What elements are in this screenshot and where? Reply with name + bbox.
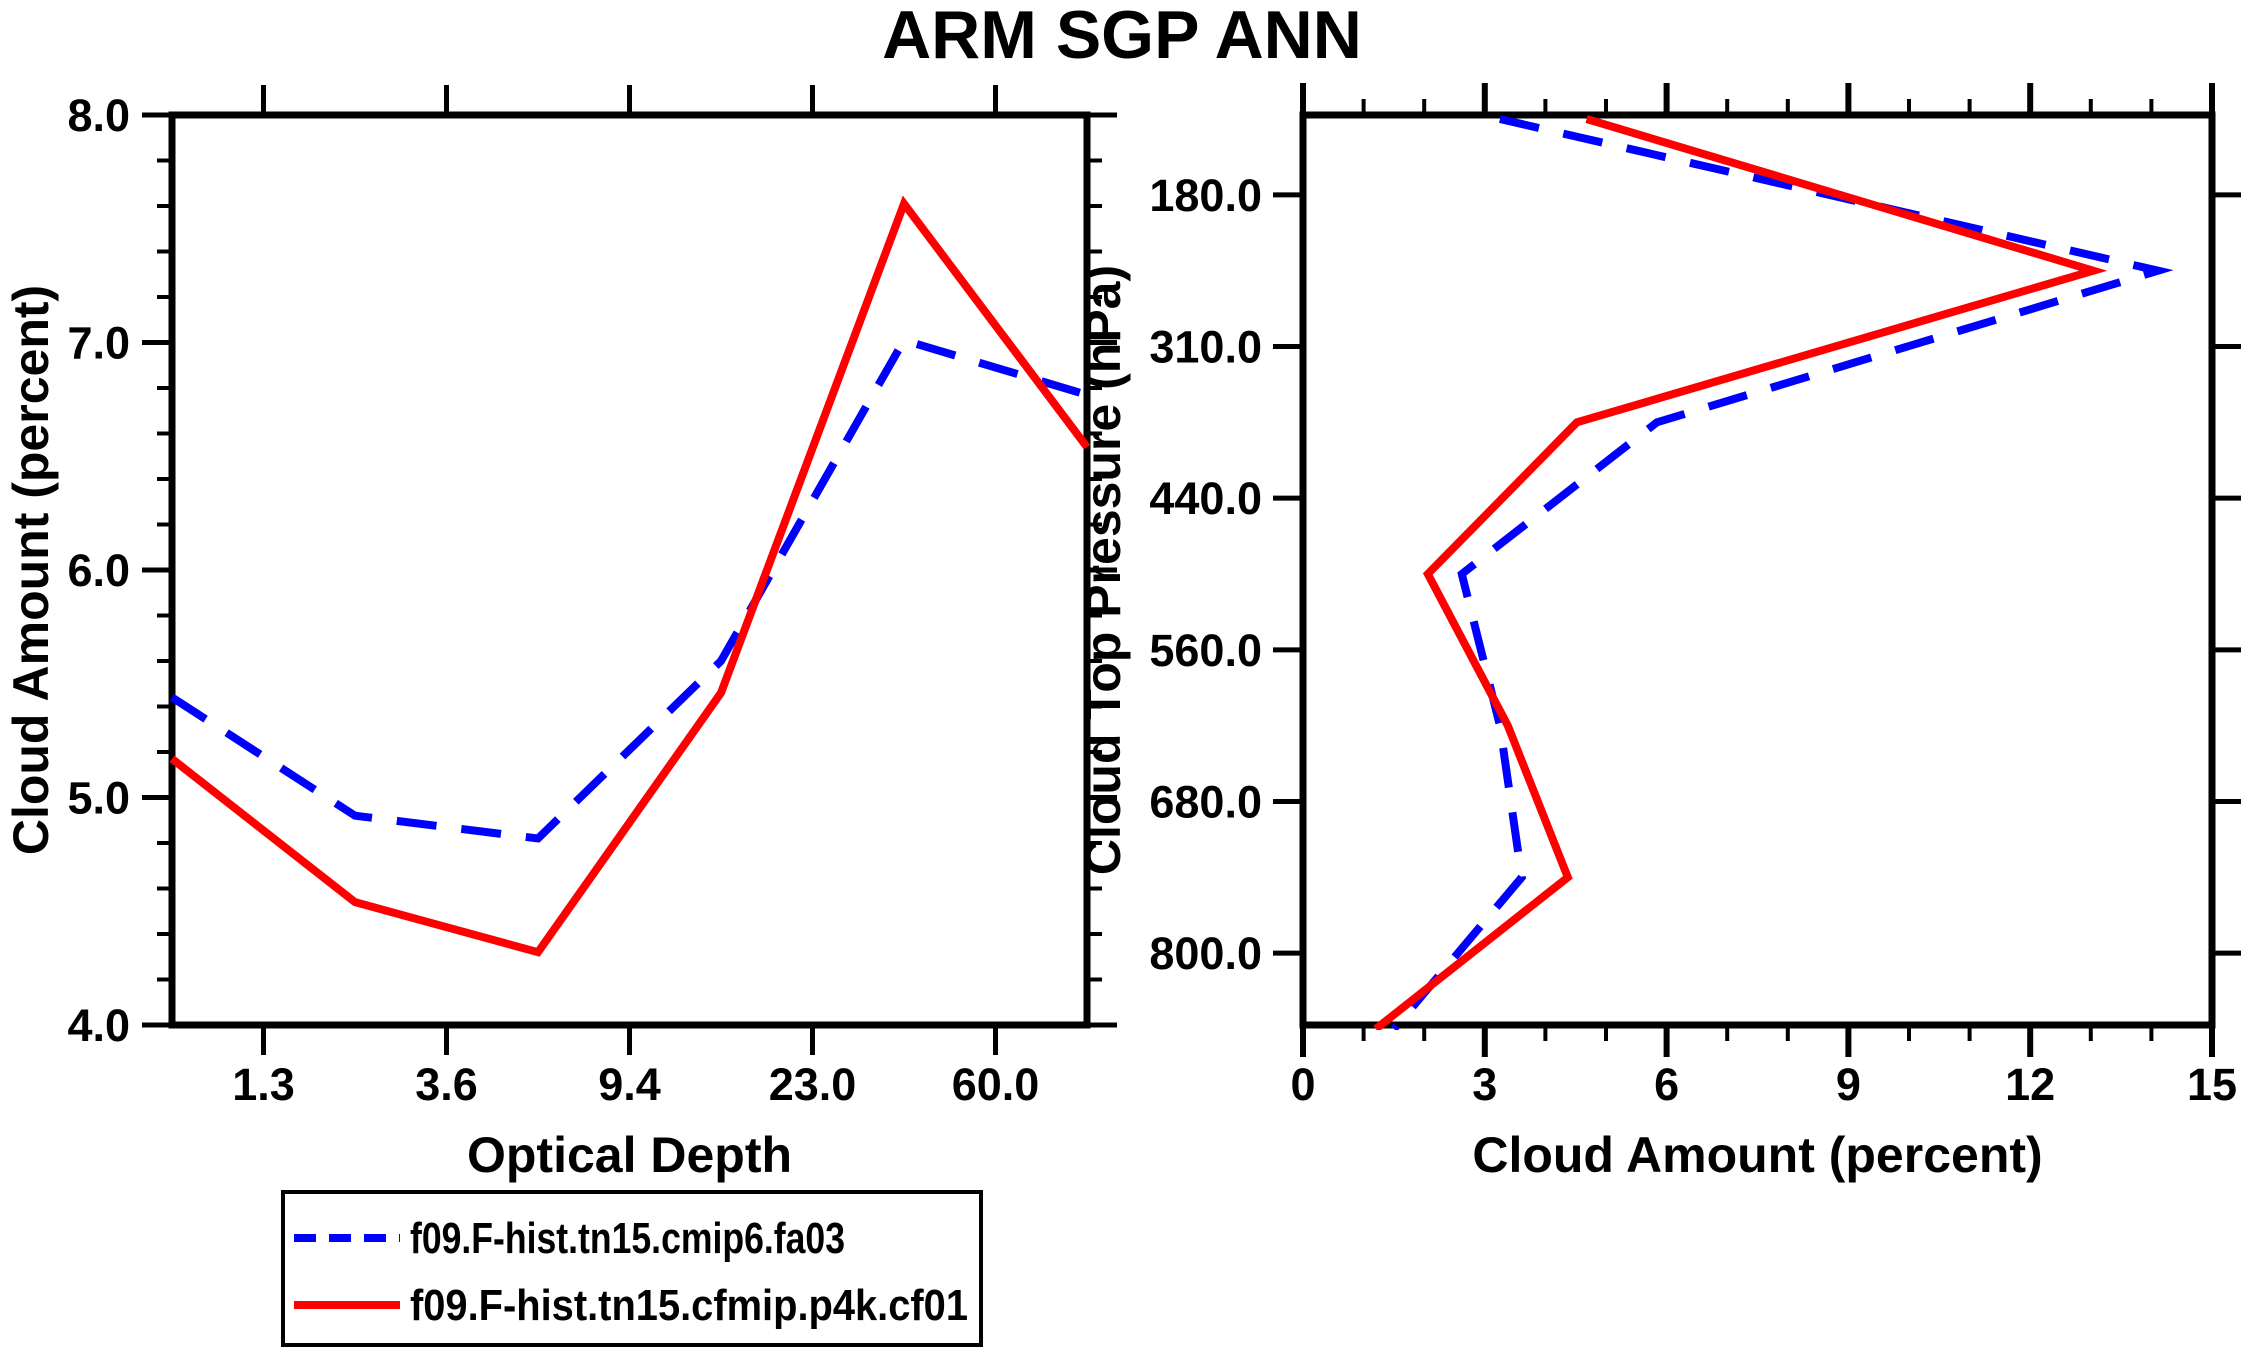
left-y-tick-label: 8.0 <box>67 90 130 141</box>
left-y-axis-title: Cloud Amount (percent) <box>3 285 59 855</box>
right-y-tick-label: 310.0 <box>1149 322 1262 373</box>
left-y-tick-label: 5.0 <box>67 773 130 824</box>
left-plot-box <box>168 111 1091 1029</box>
legend-label-series2: f09.F-hist.tn15.cfmip.p4k.cf01 <box>410 1281 968 1330</box>
right-x-tick-label: 9 <box>1836 1059 1861 1110</box>
right-x-tick-label: 6 <box>1654 1059 1679 1110</box>
right-plot-box <box>1299 111 2216 1029</box>
left-y-tick-label: 7.0 <box>67 318 130 369</box>
right-y-tick-label: 800.0 <box>1149 928 1262 979</box>
right-x-axis-title: Cloud Amount (percent) <box>1472 1127 2042 1183</box>
legend: f09.F-hist.tn15.cmip6.fa03 f09.F-hist.tn… <box>281 1190 983 1347</box>
series-line-dashed <box>169 335 1089 843</box>
left-x-tick-label: 1.3 <box>232 1059 295 1110</box>
left-y-tick-label: 6.0 <box>67 545 130 596</box>
chart-title: ARM SGP ANN <box>882 0 1362 73</box>
series-line-solid <box>169 195 1091 957</box>
left-series <box>169 195 1091 957</box>
left-x-tick-label: 23.0 <box>769 1059 857 1110</box>
left-axes: 8.0 7.0 6.0 5.0 4.0 1.3 3.6 9.4 23.0 60.0 <box>67 85 1117 1110</box>
left-x-tick-label: 9.4 <box>598 1059 661 1110</box>
right-y-tick-label: 440.0 <box>1149 473 1262 524</box>
right-y-tick-label: 560.0 <box>1149 625 1262 676</box>
left-x-axis-title: Optical Depth <box>467 1127 792 1183</box>
left-y-tick-label: 4.0 <box>67 1000 130 1051</box>
right-x-tick-label: 0 <box>1290 1059 1315 1110</box>
left-panel: 8.0 7.0 6.0 5.0 4.0 1.3 3.6 9.4 23.0 60.0 Optical… <box>3 85 1117 1183</box>
right-panel: 0 3 6 9 12 15 180.0 310.0 440.0 560.0 680.0 800.0 C… <box>1075 83 2241 1183</box>
left-x-tick-label: 60.0 <box>952 1059 1040 1110</box>
legend-label-series1: f09.F-hist.tn15.cmip6.fa03 <box>410 1214 845 1263</box>
series-line-solid <box>1373 115 2108 1030</box>
right-axes: 0 3 6 9 12 15 180.0 310.0 440.0 560.0 680.0 800.0 <box>1149 83 2241 1110</box>
series-line-dashed <box>1390 115 2174 1030</box>
right-y-tick-label: 180.0 <box>1149 170 1262 221</box>
right-x-tick-label: 15 <box>2187 1059 2237 1110</box>
right-x-tick-label: 3 <box>1472 1059 1497 1110</box>
right-series <box>1373 115 2174 1030</box>
left-x-tick-label: 3.6 <box>415 1059 478 1110</box>
right-y-tick-label: 680.0 <box>1149 777 1262 828</box>
right-x-tick-label: 12 <box>2005 1059 2055 1110</box>
legend-box <box>281 1190 983 1347</box>
right-y-axis-title: Cloud Top Pressure (hPa) <box>1075 265 1131 875</box>
